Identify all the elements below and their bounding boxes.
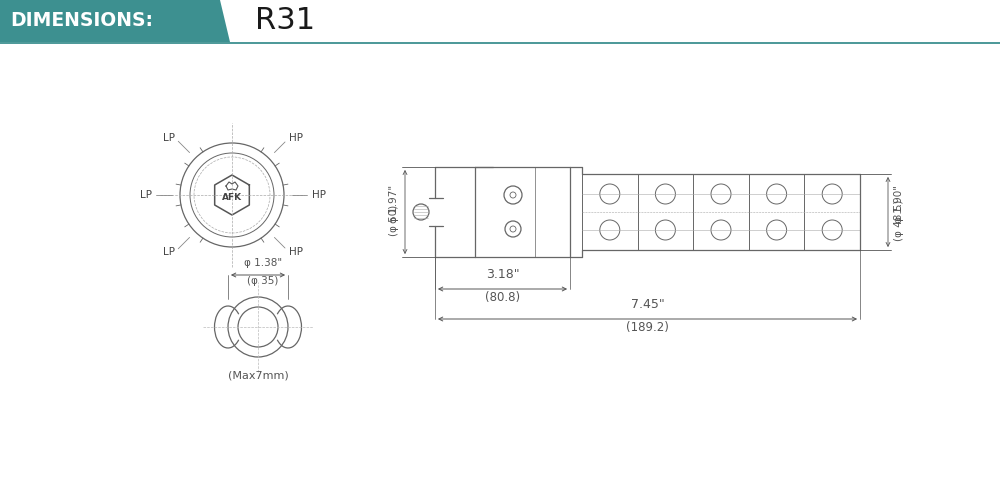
- Text: (Max7mm): (Max7mm): [228, 370, 288, 380]
- Text: DIMENSIONS:: DIMENSIONS:: [10, 11, 153, 30]
- Text: R31: R31: [255, 6, 315, 35]
- Text: AFK: AFK: [222, 193, 242, 201]
- Text: (φ 48.5): (φ 48.5): [894, 199, 904, 241]
- Text: HP: HP: [312, 190, 326, 200]
- Bar: [0, 0, 205, 42]
- Text: (189.2): (189.2): [626, 321, 669, 334]
- Text: HP: HP: [289, 246, 303, 257]
- Polygon shape: [205, 0, 230, 42]
- Text: φ 1.38": φ 1.38": [244, 258, 282, 268]
- Text: 3.18": 3.18": [486, 268, 519, 281]
- Text: (φ 50): (φ 50): [389, 204, 399, 236]
- Text: LP: LP: [163, 133, 175, 144]
- Text: 7.45": 7.45": [631, 298, 664, 311]
- Text: LP: LP: [140, 190, 152, 200]
- Text: (φ 35): (φ 35): [247, 276, 279, 286]
- Text: HP: HP: [289, 133, 303, 144]
- Text: (80.8): (80.8): [485, 291, 520, 304]
- Text: LP: LP: [163, 246, 175, 257]
- Text: φ 1.90": φ 1.90": [894, 185, 904, 223]
- Text: φ 1.97": φ 1.97": [389, 185, 399, 223]
